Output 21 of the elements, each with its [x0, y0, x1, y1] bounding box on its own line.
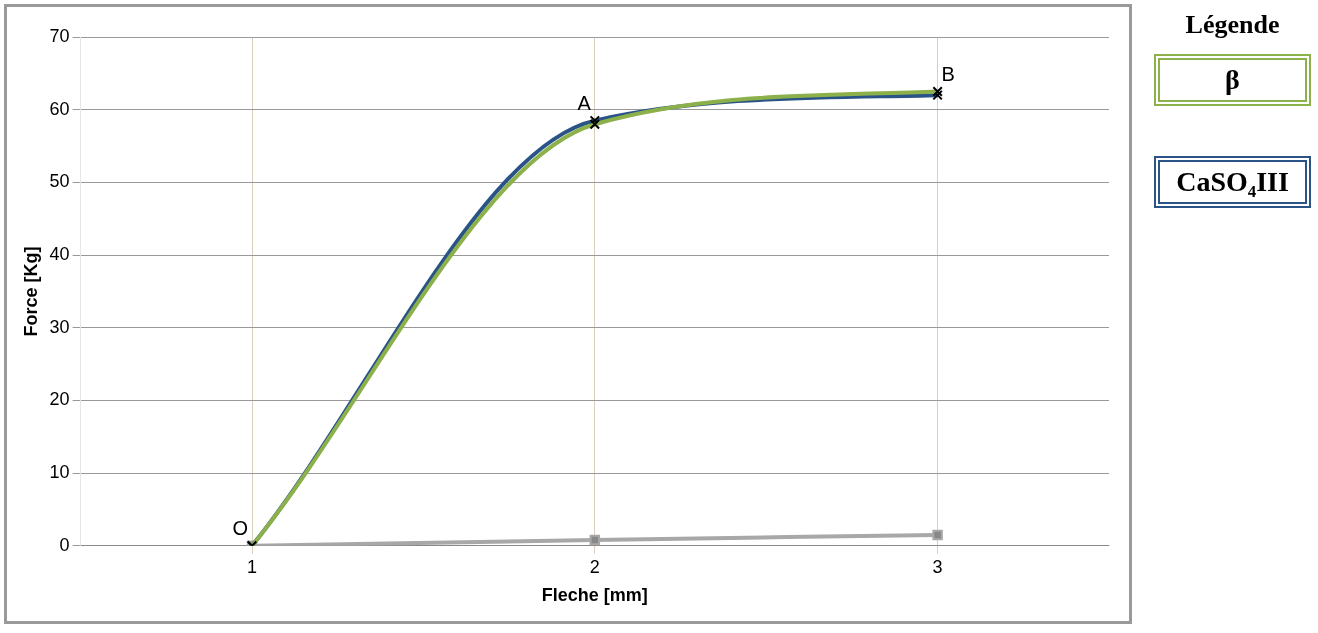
legend-title: Légende: [1184, 10, 1281, 40]
y-tick-label: 50: [49, 171, 70, 192]
text: CaSO₄III: [1154, 156, 1311, 208]
x-tick-label: 2: [589, 556, 600, 577]
x-tick-label: 1: [247, 556, 258, 577]
y-tick-label: 40: [49, 244, 70, 265]
y-tick-label: 0: [59, 534, 70, 555]
y-tick-label: 60: [49, 98, 70, 119]
point: [589, 534, 601, 546]
y-tick-label: 30: [49, 316, 70, 337]
y-tick-label: 20: [49, 389, 70, 410]
point: [932, 529, 943, 541]
x-tick-label: 3: [932, 556, 943, 577]
annotation: B: [941, 63, 955, 86]
annotation: A: [577, 92, 592, 115]
y-tick-label: 70: [49, 25, 70, 46]
y-axis-title: Force [Kg]: [20, 246, 41, 337]
x-axis-title: Fleche [mm]: [541, 585, 648, 606]
text: β: [1154, 54, 1311, 106]
annotation: O: [232, 517, 249, 540]
y-tick-label: 10: [49, 462, 70, 483]
